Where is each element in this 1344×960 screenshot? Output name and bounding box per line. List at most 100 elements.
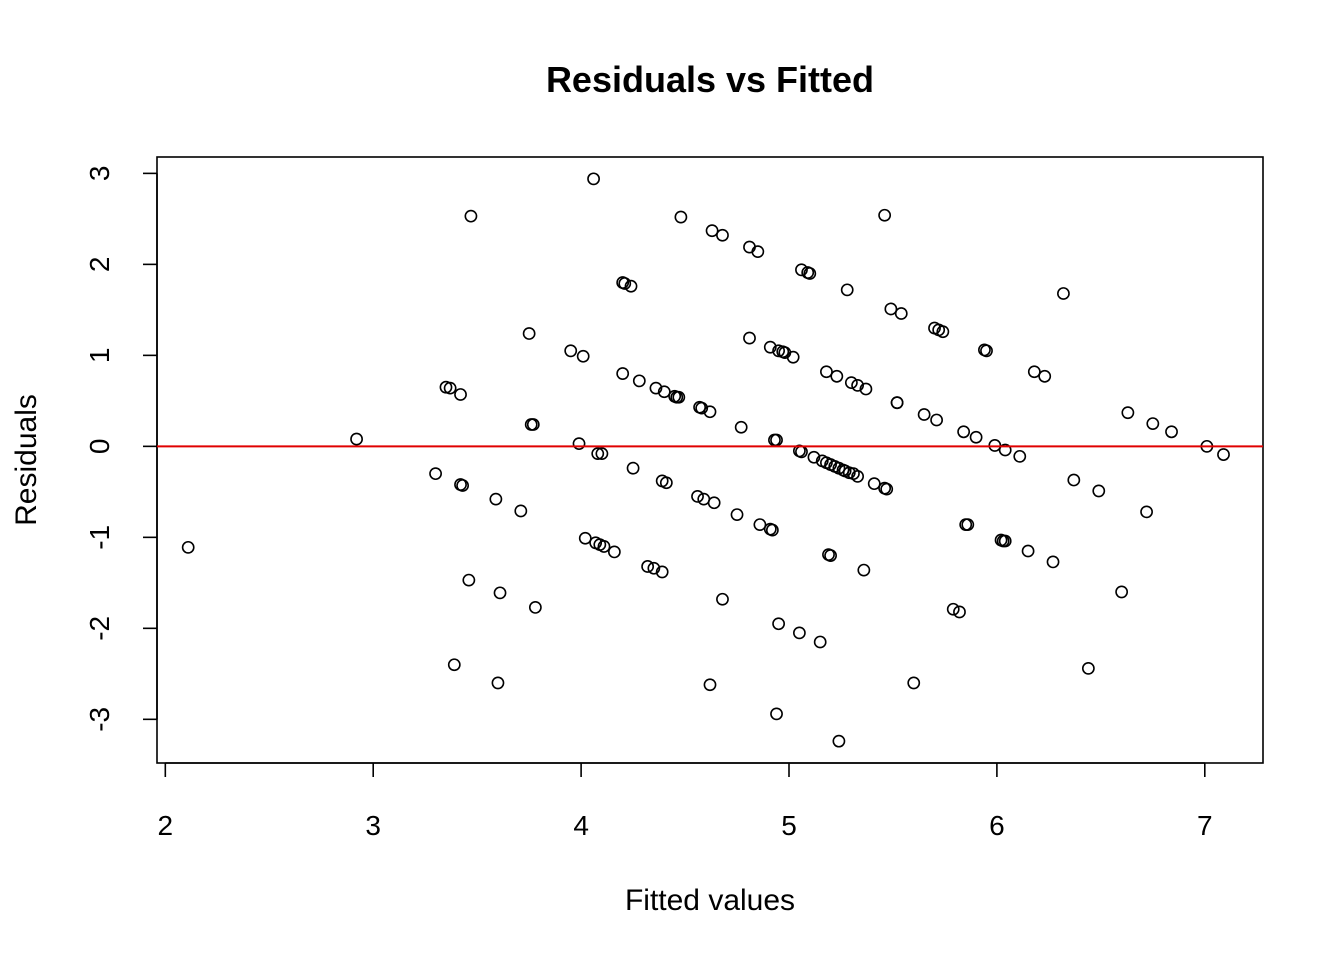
data-point	[1165, 425, 1178, 439]
data-point	[820, 365, 833, 379]
data-point	[493, 586, 507, 600]
data-point	[350, 432, 363, 446]
data-point	[867, 477, 881, 491]
y-tick-label: 1	[84, 348, 115, 364]
data-point	[961, 518, 975, 532]
data-point	[770, 707, 783, 721]
data-point	[751, 245, 765, 259]
data-point	[969, 430, 983, 444]
data-point	[591, 447, 605, 461]
chart-title: Residuals vs Fitted	[546, 59, 874, 100]
plot-frame	[156, 156, 1264, 764]
data-point	[859, 382, 873, 396]
data-point	[840, 283, 854, 297]
data-point	[456, 479, 470, 492]
data-point	[1217, 448, 1230, 461]
data-point	[1013, 449, 1027, 463]
data-point	[1027, 365, 1041, 379]
data-point	[655, 565, 669, 579]
data-point	[753, 518, 767, 532]
data-point	[707, 496, 721, 510]
data-point	[1067, 473, 1081, 487]
data-point	[890, 396, 904, 410]
data-point	[1146, 417, 1160, 431]
data-point	[946, 602, 960, 616]
y-tick-label: -2	[84, 616, 115, 641]
data-point	[878, 208, 892, 222]
data-point	[447, 658, 461, 672]
data-point	[564, 344, 578, 358]
data-point	[772, 617, 786, 631]
x-axis: 2 3 4 5 6 7	[158, 762, 1213, 841]
x-axis-label: Fitted values	[625, 884, 795, 917]
data-point	[454, 388, 467, 401]
data-point	[957, 425, 971, 439]
data-point	[1115, 585, 1129, 599]
data-point	[844, 376, 858, 390]
data-point	[522, 327, 536, 340]
data-point	[462, 573, 476, 587]
data-point	[641, 560, 655, 573]
data-point	[489, 492, 503, 506]
data-point	[1038, 369, 1052, 383]
scatter-points	[181, 172, 1230, 748]
data-point	[1081, 661, 1095, 675]
data-point	[884, 302, 898, 316]
data-point	[181, 540, 195, 554]
data-point	[572, 437, 586, 451]
data-point	[703, 405, 717, 419]
data-point	[930, 413, 944, 427]
data-point	[626, 461, 640, 475]
data-point	[851, 469, 865, 483]
data-point	[647, 561, 661, 575]
data-point	[830, 369, 844, 383]
data-point	[998, 534, 1012, 548]
data-point	[464, 209, 478, 223]
data-point	[616, 367, 630, 380]
data-point	[443, 381, 457, 395]
y-tick-label: 0	[84, 439, 115, 455]
data-point	[659, 476, 673, 490]
data-point	[691, 489, 704, 503]
data-point	[953, 605, 966, 619]
data-point	[429, 467, 442, 481]
x-tick-label: 3	[365, 810, 381, 841]
data-point	[1021, 544, 1035, 558]
data-point	[907, 676, 921, 690]
y-tick-label: 2	[84, 257, 115, 273]
data-point	[832, 734, 846, 748]
data-point	[657, 385, 671, 399]
data-point	[1140, 505, 1153, 519]
data-point	[703, 678, 717, 692]
data-point	[1057, 287, 1070, 300]
x-tick-label: 4	[573, 810, 589, 841]
data-point	[491, 676, 505, 690]
data-point	[578, 531, 592, 545]
y-axis: -3 -2 -1 0 1 2 3	[84, 166, 158, 732]
data-point	[587, 172, 600, 186]
data-point	[792, 626, 806, 640]
data-point	[514, 504, 528, 518]
data-point	[763, 340, 777, 354]
data-point	[705, 224, 719, 238]
data-point	[597, 540, 611, 553]
y-tick-label: -3	[84, 707, 115, 732]
data-point	[803, 267, 817, 280]
data-point	[672, 390, 686, 404]
data-point	[917, 408, 931, 421]
y-tick-label: -1	[84, 525, 115, 550]
data-point	[743, 331, 756, 345]
data-point	[632, 374, 646, 388]
data-point	[998, 443, 1012, 457]
x-tick-label: 7	[1197, 810, 1213, 841]
data-point	[807, 450, 821, 464]
data-point	[1092, 484, 1106, 498]
data-point	[857, 563, 871, 577]
data-point	[894, 307, 908, 320]
data-point	[624, 279, 638, 293]
data-point	[618, 277, 632, 290]
data-point	[716, 592, 729, 606]
data-point	[528, 601, 542, 614]
data-point	[674, 210, 688, 224]
